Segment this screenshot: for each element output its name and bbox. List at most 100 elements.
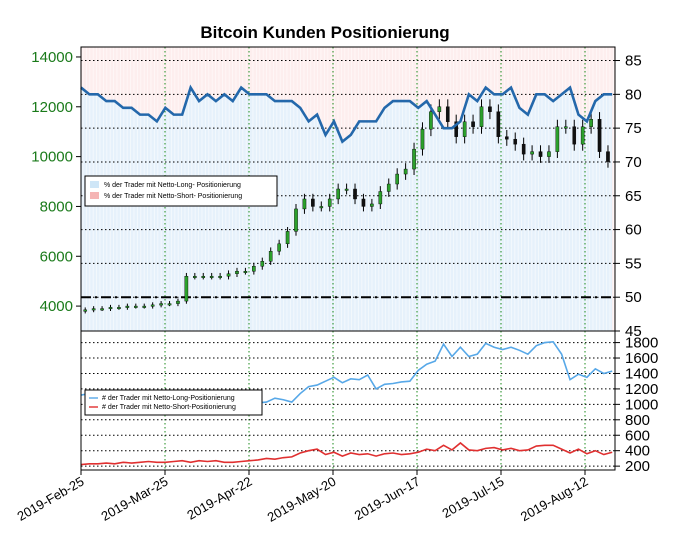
candle-body — [378, 191, 383, 205]
legend-swatch — [90, 192, 99, 199]
candle-body — [344, 188, 349, 191]
candle-body — [134, 305, 138, 308]
candle-body — [454, 121, 459, 137]
long-percent-line — [80, 84, 613, 144]
long-share-area — [81, 87, 613, 331]
left-tick-label: 12000 — [31, 99, 73, 116]
legend-label: % der Trader mit Netto-Short- Positionie… — [104, 193, 242, 200]
right-tick-label: 400 — [625, 443, 650, 460]
candle-body — [277, 243, 281, 252]
candle-body — [564, 126, 568, 129]
right-tick-label: 1800 — [625, 335, 658, 352]
candle-body — [471, 121, 475, 127]
candle-body — [445, 106, 450, 122]
candle-body — [555, 126, 560, 152]
candle-body — [386, 183, 391, 192]
candle-body — [176, 300, 180, 304]
left-tick-label: 4000 — [40, 298, 73, 315]
right-tick-label: 70 — [625, 154, 642, 171]
candle-body — [285, 231, 290, 245]
candle-body — [100, 308, 104, 311]
candle-body — [226, 273, 231, 277]
candle-body — [597, 119, 602, 152]
candle-body — [142, 305, 147, 308]
candle-body — [83, 309, 88, 312]
right-tick-label: 80 — [625, 86, 642, 103]
x-tick-label: 2019-Jun-17 — [352, 474, 423, 523]
candle-body — [327, 198, 332, 207]
right-tick-label: 85 — [625, 53, 642, 70]
candle-body — [125, 305, 130, 308]
x-tick-label: 2019-Mar-25 — [99, 474, 171, 524]
legend-label: % der Trader mit Netto-Long- Positionier… — [104, 182, 241, 189]
candle-body — [243, 271, 248, 273]
candle-body — [361, 198, 366, 207]
right-tick-label: 1600 — [625, 350, 658, 367]
candle-body — [91, 308, 96, 311]
legend-swatch — [90, 181, 99, 188]
chart-title: Bitcoin Kunden Positionierung — [200, 23, 449, 42]
right-tick-label: 1000 — [625, 396, 658, 413]
right-tick-label: 45 — [625, 323, 642, 340]
candle-body — [513, 138, 518, 145]
candle-body — [437, 106, 442, 112]
candle-body — [403, 168, 408, 175]
candle-body — [159, 303, 163, 306]
candle-body — [302, 198, 307, 210]
candle-body — [589, 119, 593, 127]
legend-box — [84, 175, 278, 207]
candle-body — [319, 206, 324, 209]
candle-body — [488, 106, 492, 112]
candle-body — [538, 151, 543, 157]
candle-body — [504, 136, 509, 140]
candle-body — [429, 111, 433, 130]
candle-body — [294, 208, 298, 232]
candle-body — [412, 148, 416, 170]
candle-body — [530, 151, 534, 155]
candle-body — [462, 121, 467, 137]
left-tick-label: 6000 — [40, 248, 73, 265]
right-tick-label: 60 — [625, 222, 642, 239]
candle-body — [336, 188, 340, 200]
left-tick-label: 10000 — [31, 149, 73, 166]
left-tick-label: 14000 — [31, 49, 73, 66]
x-axis: 2019-Feb-25 2019-Mar-25 2019-Apr-22 2019-Ma… — [15, 470, 591, 525]
right-tick-label: 1400 — [625, 365, 658, 382]
candle-body — [167, 303, 172, 306]
candle-body — [572, 126, 577, 145]
x-tick-label: 2019-Aug-12 — [518, 474, 591, 525]
right-tick-label: 800 — [625, 412, 650, 429]
candle-body — [184, 275, 189, 302]
legend-bottom: # der Trader mit Netto-Long-Positionieru… — [84, 389, 263, 416]
right-tick-label: 1200 — [625, 381, 658, 398]
candle-body — [268, 251, 273, 262]
candle-body — [420, 129, 425, 150]
candle-body — [606, 151, 610, 162]
x-tick-label: 2019-Apr-22 — [184, 474, 254, 523]
legend-top: % der Trader mit Netto-Long- Positionier… — [84, 175, 278, 207]
right-tick-label: 50 — [625, 289, 642, 306]
right-tick-label: 600 — [625, 427, 650, 444]
legend-box — [84, 389, 263, 416]
right-tick-label: 65 — [625, 188, 642, 205]
candle-body — [479, 106, 484, 127]
x-tick-label: 2019-Jul-15 — [440, 474, 507, 521]
bottom-frame — [80, 330, 616, 471]
right-tick-label: 55 — [625, 255, 642, 272]
candle-body — [395, 173, 399, 185]
candle-body — [496, 111, 501, 137]
candle-body — [521, 143, 526, 155]
candle-body — [150, 304, 155, 307]
x-tick-label: 2019-May-20 — [265, 474, 339, 525]
right-tick-label: 200 — [625, 458, 650, 475]
candle-body — [252, 266, 256, 272]
legend-label: # der Trader mit Netto-Long-Positionieru… — [102, 395, 235, 402]
legend-label: # der Trader mit Netto-Short-Positionier… — [102, 404, 236, 411]
short-count-line — [80, 441, 613, 466]
candle-body — [353, 188, 357, 200]
candle-body — [218, 275, 222, 278]
candle-body — [235, 271, 239, 274]
candle-body — [108, 307, 113, 310]
